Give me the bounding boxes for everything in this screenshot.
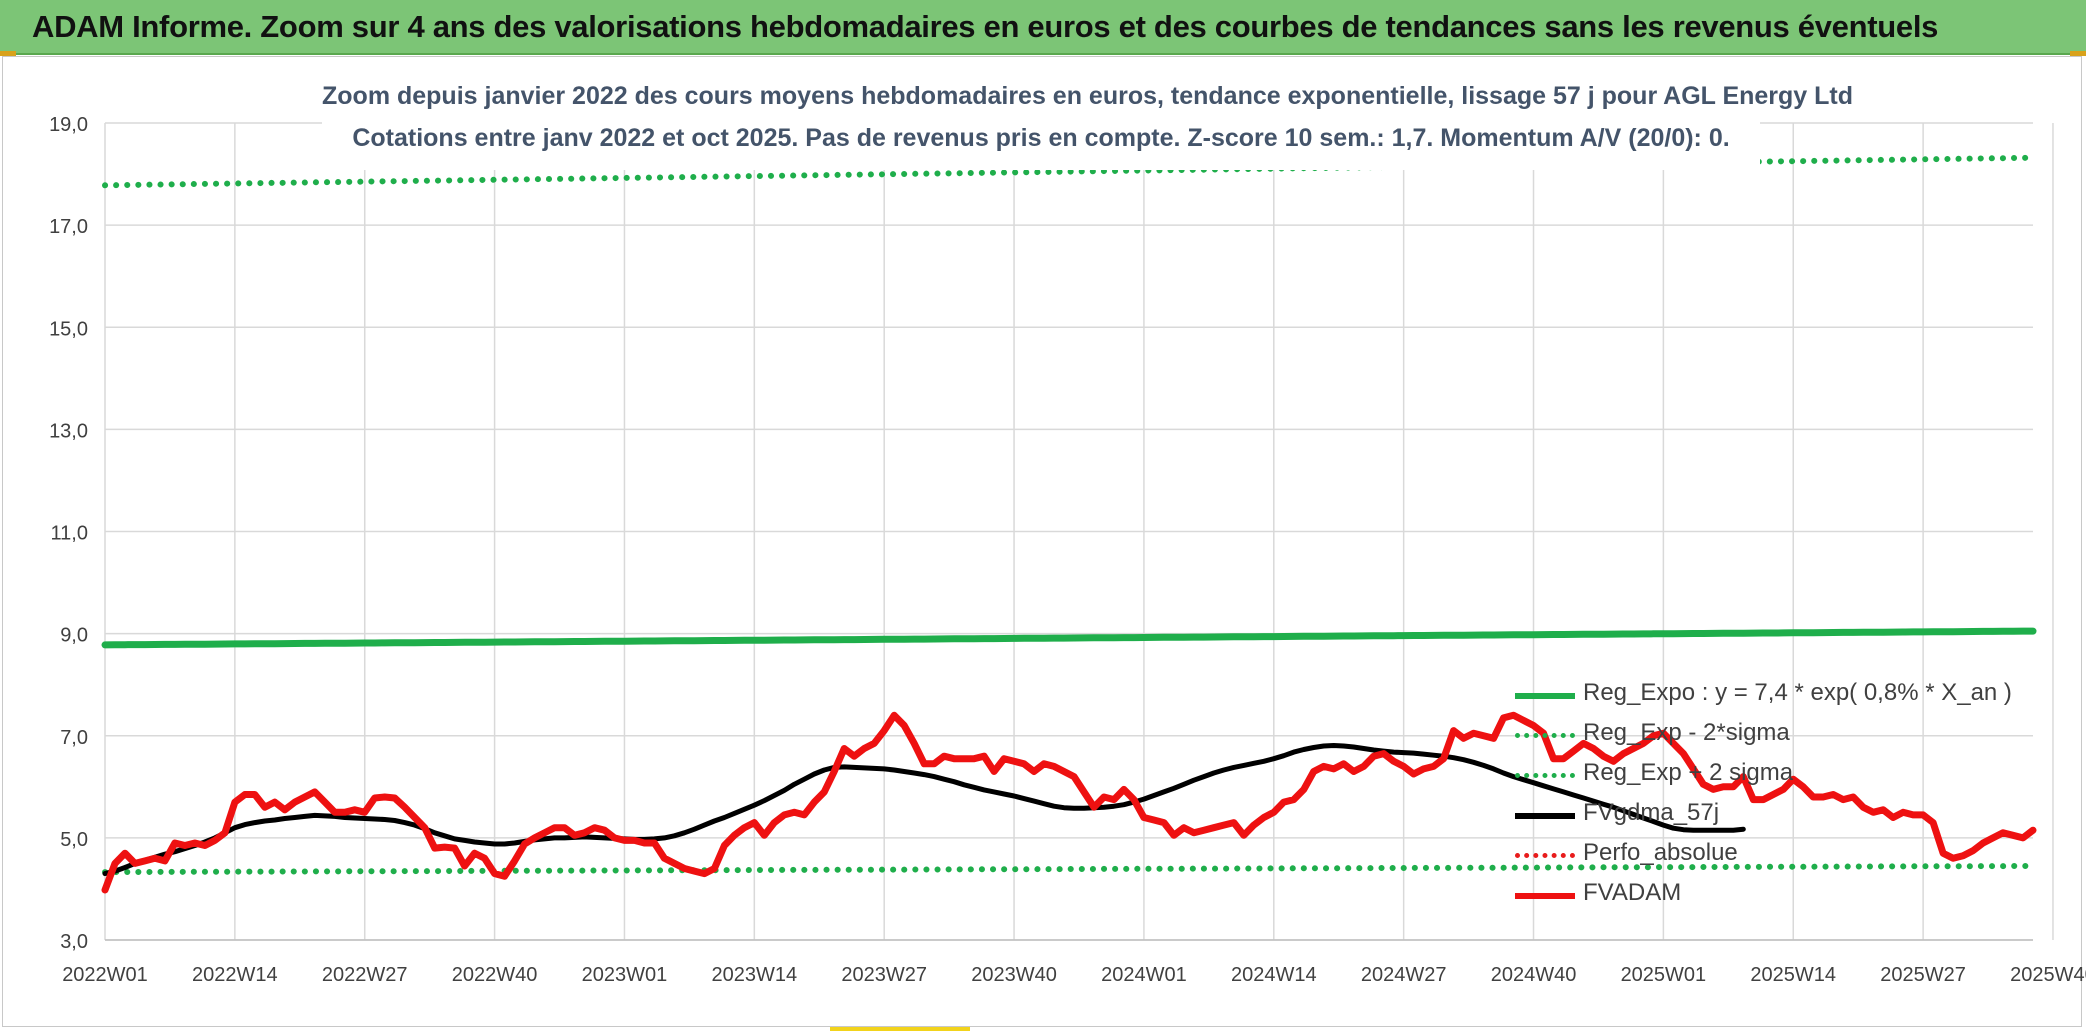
bottom-accent (830, 1027, 970, 1031)
chart-title-box: Zoom depuis janvier 2022 des cours moyen… (322, 74, 1854, 170)
x-tick-label: 2025W14 (1750, 964, 1836, 986)
legend-item: Perfo_absolue (1515, 835, 2015, 875)
legend-swatch (1515, 733, 1575, 738)
legend-label: FVADAM (1583, 879, 1682, 906)
legend-label: Reg_Exp - 2*sigma (1583, 719, 1790, 746)
x-tick-label: 2022W14 (192, 964, 278, 986)
legend-label: Reg_Expo : y = 7,4 * exp( 0,8% * X_an ) (1583, 679, 2012, 706)
series-line-fvgdma_57j (102, 743, 1746, 877)
y-tick-label: 7,0 (60, 727, 88, 749)
legend-label: Reg_Exp + 2 sigma (1583, 759, 1794, 786)
series-line-reg_expo (101, 627, 2037, 649)
legend-swatch (1515, 773, 1575, 778)
chart-frame (2, 56, 2082, 1027)
chart-subtitle: Cotations entre janv 2022 et oct 2025. P… (352, 124, 1730, 152)
x-tick-label: 2023W40 (971, 964, 1057, 986)
legend-item: FVADAM (1515, 875, 2015, 915)
report-title: ADAM Informe. Zoom sur 4 ans des valoris… (32, 9, 1939, 44)
legend-swatch (1515, 853, 1575, 858)
series-line-reg_exp (102, 863, 2036, 876)
title-banner: ADAM Informe. Zoom sur 4 ans des valoris… (0, 0, 2086, 56)
y-tick-label: 11,0 (51, 523, 88, 545)
y-tick-label: 5,0 (60, 829, 88, 851)
legend-swatch (1515, 893, 1575, 899)
banner-accent-left (0, 51, 16, 56)
legend-swatch (1515, 693, 1575, 699)
x-tick-label: 2023W01 (582, 964, 668, 986)
x-tick-label: 2023W14 (712, 964, 798, 986)
x-tick-label: 2025W27 (1880, 964, 1966, 986)
y-tick-label: 9,0 (60, 625, 88, 647)
chart-title: Zoom depuis janvier 2022 des cours moyen… (322, 82, 1854, 110)
x-tick-label: 2024W14 (1231, 964, 1317, 986)
y-tick-label: 3,0 (60, 931, 88, 953)
x-tick-label: 2024W01 (1101, 964, 1187, 986)
y-tick-label: 15,0 (49, 318, 88, 340)
x-tick-label: 2024W40 (1491, 964, 1577, 986)
y-tick-label: 17,0 (49, 216, 88, 238)
legend-item: Reg_Expo : y = 7,4 * exp( 0,8% * X_an ) (1515, 675, 2015, 715)
x-tick-label: 2022W01 (62, 964, 148, 986)
legend-swatch (1515, 813, 1575, 819)
legend-label: FVgdma_57j (1583, 799, 1720, 826)
x-tick-label: 2025W40 (2010, 964, 2086, 986)
x-tick-label: 2025W01 (1621, 964, 1707, 986)
x-tick-label: 2022W27 (322, 964, 408, 986)
x-tick-label: 2024W27 (1361, 964, 1447, 986)
y-tick-label: 13,0 (49, 420, 88, 442)
legend-item: FVgdma_57j (1515, 795, 2015, 835)
banner-accent-right (2070, 51, 2086, 56)
x-tick-label: 2023W27 (841, 964, 927, 986)
y-axis-ticks: 3,0 5,0 7,0 9,0 11,0 13,0 15,0 17,0 19,0 (49, 114, 88, 953)
legend-label: Perfo_absolue (1583, 839, 1738, 866)
y-tick-label: 19,0 (49, 114, 88, 136)
series-line-fvadam (101, 711, 2037, 894)
x-tick-label: 2022W40 (452, 964, 538, 986)
x-axis-ticks: 2022W01 2022W14 2022W27 2022W40 2023W01 2023W… (62, 964, 2086, 986)
legend-item: Reg_Exp + 2 sigma (1515, 755, 2015, 795)
legend-item: Reg_Exp - 2*sigma (1515, 715, 2015, 755)
chart-legend: Reg_Expo : y = 7,4 * exp( 0,8% * X_an ) R… (1515, 675, 2015, 915)
